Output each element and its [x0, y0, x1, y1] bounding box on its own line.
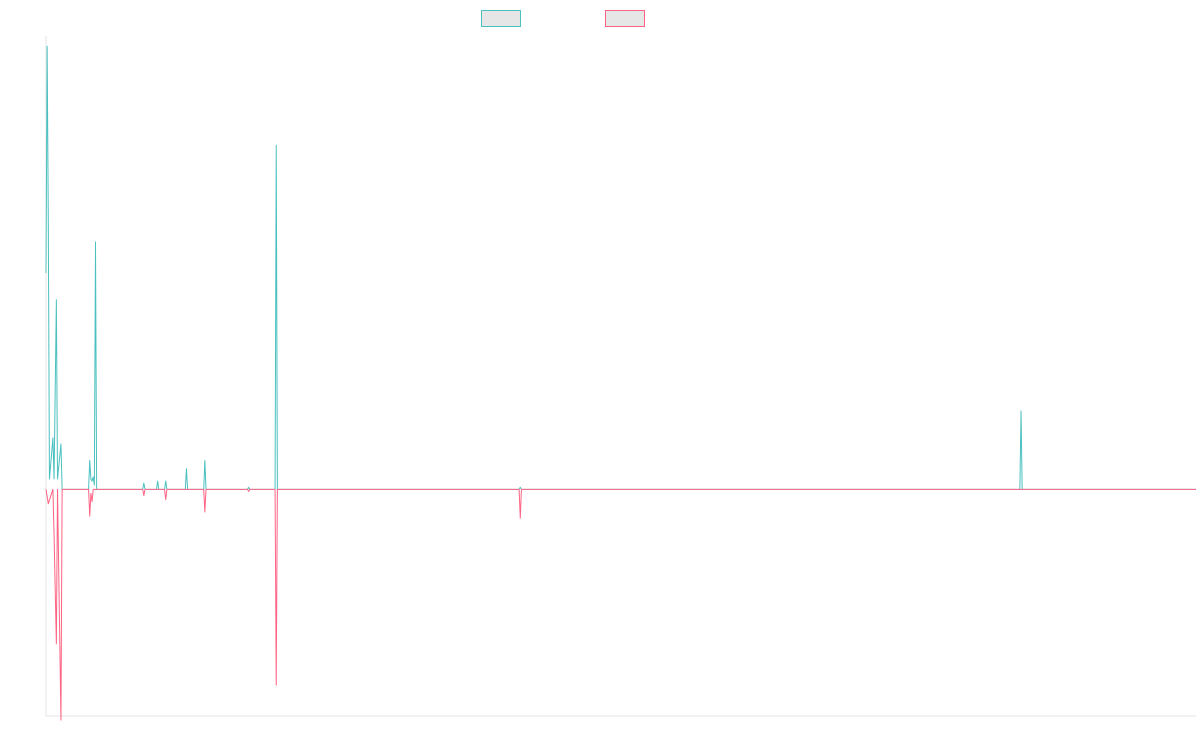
series-line-2 — [45, 488, 1196, 721]
legend-swatch-1[interactable] — [481, 10, 521, 27]
series-lines — [45, 45, 1196, 721]
legend-swatch-2[interactable] — [605, 10, 645, 27]
legend[interactable] — [481, 10, 645, 27]
series-line-1 — [45, 45, 1196, 490]
legend-item-2[interactable] — [605, 10, 645, 27]
legend-item-1[interactable] — [481, 10, 521, 27]
axes — [45, 36, 1196, 717]
